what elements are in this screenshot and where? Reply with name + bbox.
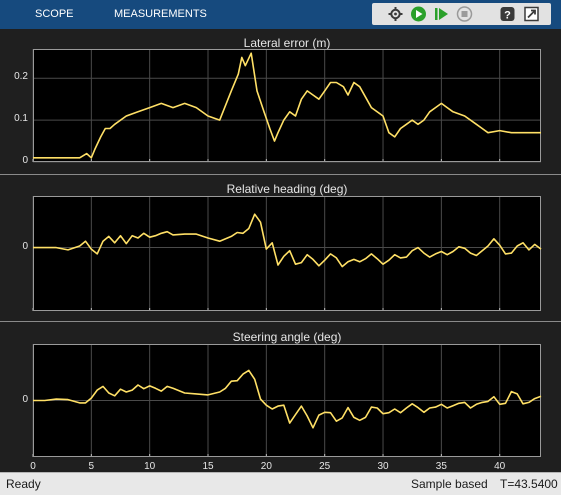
y-tick-label: 0.2 (14, 71, 28, 83)
scope-toolstrip-header: SCOPE MEASUREMENTS (0, 0, 561, 29)
signal-trace (33, 52, 541, 159)
signal-trace (33, 369, 542, 429)
plot-title-steering-angle: Steering angle (deg) (232, 330, 342, 344)
y-tick-label: 0 (22, 155, 28, 166)
panel-divider (0, 321, 561, 322)
signal-trace (33, 213, 542, 268)
scope-plots (32, 49, 542, 457)
scope-figure: Lateral error (m) Relative heading (deg)… (0, 29, 561, 472)
help-icon[interactable]: ? (498, 5, 517, 23)
run-icon[interactable] (409, 5, 428, 23)
status-bar: Ready Sample based T=43.5400 (0, 472, 561, 495)
status-mode: Sample based (411, 477, 488, 491)
status-ready: Ready (6, 477, 41, 491)
plot-title-lateral-error: Lateral error (m) (243, 36, 331, 50)
step-forward-icon[interactable] (432, 5, 451, 23)
x-tick-label: 40 (494, 461, 506, 472)
axes-background (33, 49, 541, 162)
tab-scope[interactable]: SCOPE (35, 8, 74, 20)
y-tick-label: 0 (22, 240, 28, 252)
x-tick-label: 10 (144, 461, 156, 472)
status-time: T=43.5400 (500, 477, 558, 491)
x-tick-label: 15 (202, 461, 214, 472)
stop-icon[interactable] (455, 5, 474, 23)
x-tick-label: 0 (30, 461, 36, 472)
panel-divider (0, 174, 561, 175)
tab-measurements[interactable]: MEASUREMENTS (114, 8, 207, 20)
x-tick-label: 20 (260, 461, 272, 472)
axes-border (33, 196, 541, 311)
y-tick-label: 0.1 (14, 113, 28, 125)
axes-border (33, 49, 541, 162)
svg-text:?: ? (504, 10, 511, 22)
x-tick-label: 5 (88, 461, 95, 472)
undock-icon[interactable] (522, 5, 541, 23)
x-tick-label: 35 (435, 461, 447, 472)
toolbar-quick-access: ? (372, 3, 551, 25)
y-tick-label: 0 (22, 393, 28, 405)
x-tick-label: 25 (319, 461, 331, 472)
settings-icon[interactable] (386, 5, 405, 23)
x-tick-label: 30 (377, 461, 389, 472)
plot-title-relative-heading: Relative heading (deg) (226, 182, 348, 196)
